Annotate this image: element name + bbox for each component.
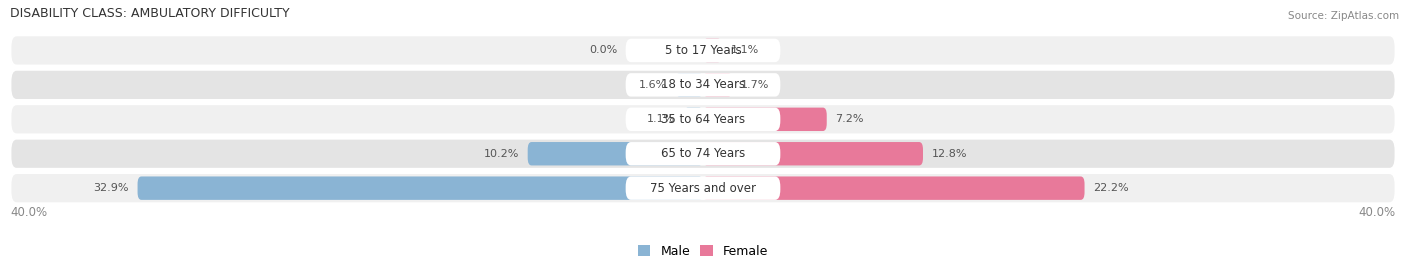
FancyBboxPatch shape: [10, 173, 1396, 203]
Text: 1.6%: 1.6%: [638, 80, 666, 90]
Text: 22.2%: 22.2%: [1092, 183, 1129, 193]
Text: 75 Years and over: 75 Years and over: [650, 182, 756, 195]
FancyBboxPatch shape: [703, 39, 721, 62]
FancyBboxPatch shape: [703, 107, 827, 131]
Text: 32.9%: 32.9%: [93, 183, 129, 193]
Text: 1.7%: 1.7%: [741, 80, 769, 90]
Text: 5 to 17 Years: 5 to 17 Years: [665, 44, 741, 57]
FancyBboxPatch shape: [675, 73, 703, 96]
FancyBboxPatch shape: [10, 35, 1396, 66]
FancyBboxPatch shape: [10, 104, 1396, 135]
Text: 12.8%: 12.8%: [932, 149, 967, 159]
Text: 7.2%: 7.2%: [835, 114, 863, 124]
Text: 18 to 34 Years: 18 to 34 Years: [661, 78, 745, 91]
FancyBboxPatch shape: [10, 139, 1396, 169]
Text: DISABILITY CLASS: AMBULATORY DIFFICULTY: DISABILITY CLASS: AMBULATORY DIFFICULTY: [10, 7, 290, 20]
FancyBboxPatch shape: [10, 70, 1396, 100]
FancyBboxPatch shape: [703, 176, 1084, 200]
FancyBboxPatch shape: [626, 73, 780, 96]
Legend: Male, Female: Male, Female: [638, 245, 768, 258]
Text: 35 to 64 Years: 35 to 64 Years: [661, 113, 745, 126]
Text: 1.1%: 1.1%: [647, 114, 675, 124]
FancyBboxPatch shape: [626, 176, 780, 200]
Text: Source: ZipAtlas.com: Source: ZipAtlas.com: [1288, 11, 1399, 21]
Text: 40.0%: 40.0%: [1358, 206, 1396, 219]
Text: 0.0%: 0.0%: [589, 46, 617, 55]
Text: 1.1%: 1.1%: [731, 46, 759, 55]
FancyBboxPatch shape: [703, 73, 733, 96]
FancyBboxPatch shape: [626, 39, 780, 62]
FancyBboxPatch shape: [703, 142, 922, 165]
FancyBboxPatch shape: [685, 107, 703, 131]
FancyBboxPatch shape: [527, 142, 703, 165]
FancyBboxPatch shape: [626, 142, 780, 165]
Text: 10.2%: 10.2%: [484, 149, 519, 159]
FancyBboxPatch shape: [626, 107, 780, 131]
Text: 40.0%: 40.0%: [10, 206, 48, 219]
Text: 65 to 74 Years: 65 to 74 Years: [661, 147, 745, 160]
FancyBboxPatch shape: [138, 176, 703, 200]
